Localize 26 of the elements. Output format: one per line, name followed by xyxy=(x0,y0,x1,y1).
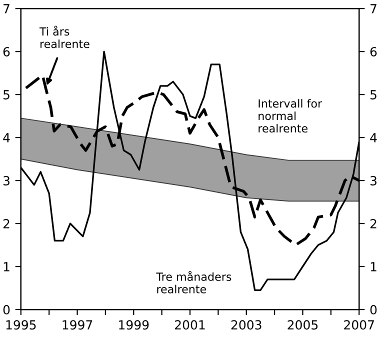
text: Ti års realrente xyxy=(39,26,90,48)
text: Intervall for normal realrente xyxy=(258,99,322,133)
x-tick-label: 1999 xyxy=(119,320,149,330)
x-tick-label: 2007 xyxy=(344,320,374,330)
y2-tick-label: 0 xyxy=(370,304,377,314)
y-tick-label: 7 xyxy=(4,4,10,14)
y-tick-label: 6 xyxy=(3,47,10,56)
y-tick-label: 0 xyxy=(3,304,10,314)
y2-tick-label: 7 xyxy=(370,4,376,14)
x-tick-label: 1997 xyxy=(62,320,92,330)
y2-tick-label: 2 xyxy=(370,218,376,228)
x-tick-label: 2003 xyxy=(231,320,262,330)
y2-tick-label: 4 xyxy=(370,133,377,142)
series-label: Tre månaders realrente xyxy=(156,271,232,294)
y-tick-label: 2 xyxy=(3,218,10,228)
x-tick-label: 2001 xyxy=(175,320,205,330)
y-tick-label: 4 xyxy=(3,133,10,142)
y2-tick-label: 3 xyxy=(370,176,376,186)
x-tick-label: 1995 xyxy=(6,320,36,330)
y-tick-label: 1 xyxy=(4,262,10,272)
x-tick-label: 2005 xyxy=(288,320,318,330)
y-tick-label: 5 xyxy=(3,90,10,100)
y2-tick-label: 5 xyxy=(370,90,376,100)
y-tick-label: 3 xyxy=(3,176,10,186)
y2-tick-label: 1 xyxy=(370,262,376,272)
y2-tick-label: 6 xyxy=(370,47,377,56)
